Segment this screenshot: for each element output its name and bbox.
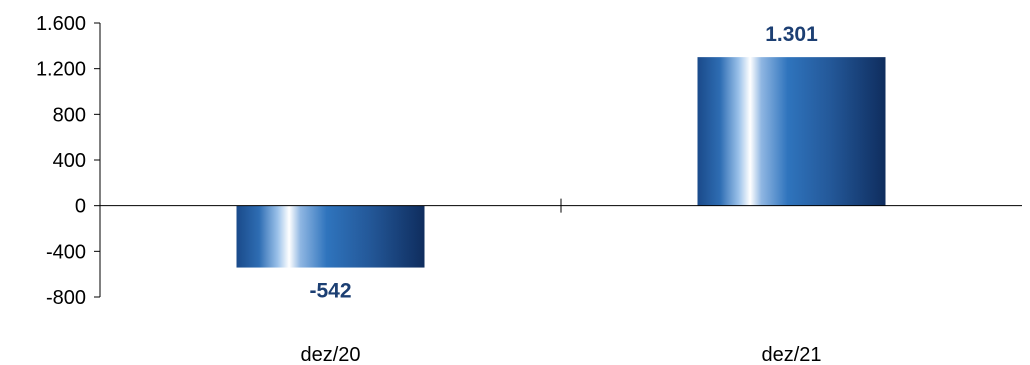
x-axis: [100, 198, 1022, 213]
bars: [236, 57, 886, 268]
y-tick-label: 1.200: [36, 59, 86, 81]
x-category-label: dez/21: [761, 344, 821, 365]
data-label: -542: [309, 280, 351, 303]
y-tick-label: 1.600: [36, 13, 86, 35]
bar-dez-21: [697, 57, 886, 206]
y-tick-label: -800: [46, 287, 86, 309]
y-tick-label: 0: [75, 196, 86, 218]
bar-dez-20: [236, 205, 425, 268]
y-axis: -800 -400 0 400 800 1.200 1.600: [36, 13, 101, 309]
data-labels: -542 1.301: [309, 23, 818, 302]
y-tick-label: 400: [53, 150, 86, 172]
data-label: 1.301: [765, 23, 818, 46]
y-tick-label: 800: [53, 104, 86, 126]
y-tick-label: -400: [46, 241, 86, 263]
x-category-label: dez/20: [300, 344, 360, 365]
category-labels: dez/20 dez/21: [300, 344, 821, 365]
